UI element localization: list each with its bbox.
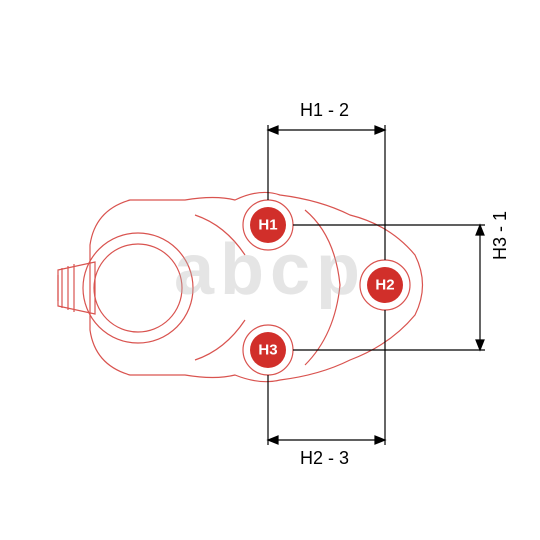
dimension-top — [268, 125, 385, 260]
diagram-svg — [0, 0, 540, 540]
dimension-label-right: H3 - 1 — [490, 211, 511, 260]
dimension-label-bottom: H2 - 3 — [300, 448, 349, 469]
dimension-label-top: H1 - 2 — [300, 100, 349, 121]
hole-fills — [250, 207, 403, 368]
diagram-canvas: H1 H2 H3 H1 - 2 H2 - 3 H3 - 1 abcp — [0, 0, 540, 540]
dimension-bottom — [268, 310, 385, 445]
